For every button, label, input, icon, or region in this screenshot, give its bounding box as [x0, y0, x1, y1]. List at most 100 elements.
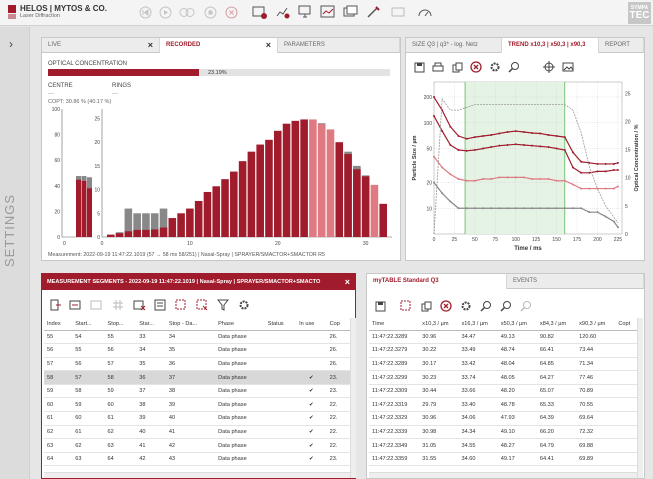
crosshair-icon[interactable]	[542, 60, 556, 74]
report-icon[interactable]	[252, 4, 268, 20]
settings-gear-icon[interactable]	[488, 60, 502, 74]
cancel-icon[interactable]	[223, 4, 239, 20]
table-row[interactable]: 11:47:22.3359 31.55 34.60 49.17 64.41 69.89	[369, 452, 637, 467]
copy-segment-icon[interactable]	[90, 298, 104, 312]
zoom-in-icon[interactable]	[479, 299, 493, 313]
deselect-icon[interactable]	[195, 298, 209, 312]
export-icon[interactable]	[48, 298, 62, 312]
column-header[interactable]: Status	[264, 318, 297, 331]
table-row[interactable]: 11:47:22.3299 30.23 33.74 48.05 64.27 77.46	[369, 370, 637, 385]
table-row[interactable]: 11:47:22.3279 30.22 33.49 48.74 66.41 73.44	[369, 343, 637, 358]
column-header[interactable]: Cop	[326, 318, 350, 331]
column-header[interactable]: x90,3 / µm	[576, 318, 616, 331]
window-icon[interactable]	[390, 4, 406, 20]
table-row[interactable]: 59 58 59 37 38 Data phase ✔ 23.	[44, 384, 350, 399]
delete-segment-icon[interactable]	[132, 298, 146, 312]
column-header[interactable]: x50,3 / µm	[497, 318, 537, 331]
print-icon[interactable]	[431, 60, 445, 74]
table-row[interactable]: 55 54 55 33 34 Data phase 26.	[44, 330, 350, 345]
gallery-icon[interactable]	[343, 4, 359, 20]
tab-mytable[interactable]: myTABLE Standard Q3	[367, 274, 507, 289]
segments-header-row: Index Start... Stop... Star... Stop - Da... P…	[44, 318, 350, 331]
trend-point	[539, 177, 542, 180]
column-header[interactable]: Stop...	[104, 318, 137, 331]
table-row[interactable]: 62 61 62 40 41 Data phase ✔ 22.	[44, 425, 350, 440]
copy-icon[interactable]	[419, 299, 433, 313]
tab-live[interactable]: LIVE ×	[42, 38, 160, 53]
trend-point	[433, 96, 435, 99]
copy-icon[interactable]	[450, 60, 464, 74]
close-icon[interactable]: ×	[147, 40, 153, 50]
play-icon[interactable]	[157, 4, 173, 20]
column-header[interactable]: x16,3 / µm	[458, 318, 498, 331]
clear-icon[interactable]	[439, 299, 453, 313]
table-row[interactable]: 58 57 58 36 37 Data phase ✔ 23.	[44, 370, 350, 385]
trend-point	[457, 135, 460, 138]
table-row[interactable]: 11:47:22.3289 30.96 34.47 49.13 90.82 120.60	[369, 330, 637, 345]
zoom-reset-icon[interactable]	[519, 299, 533, 313]
column-header[interactable]: Phase	[215, 318, 265, 331]
column-header[interactable]: Time	[369, 318, 420, 331]
stop-icon[interactable]	[202, 4, 218, 20]
grid-icon[interactable]	[111, 298, 125, 312]
table-row[interactable]: 11:47:22.3349 31.05 34.55 48.27 64.79 69.88	[369, 438, 637, 453]
list-icon[interactable]	[153, 298, 167, 312]
table-row[interactable]: 61 60 61 39 40 Data phase ✔ 22.	[44, 411, 350, 426]
trend-point	[441, 130, 444, 133]
table-cell: 58	[104, 370, 137, 385]
table-row[interactable]: 64 63 64 42 43 Data phase ✔ 23.	[44, 452, 350, 467]
gear-icon[interactable]	[237, 298, 251, 312]
column-header[interactable]: Index	[44, 318, 73, 331]
mytable-hscroll[interactable]	[369, 472, 637, 478]
column-header[interactable]: Start...	[72, 318, 105, 331]
table-row[interactable]: 11:47:22.3339 30.98 34.34 49.10 66.20 72.32	[369, 425, 637, 440]
close-icon[interactable]: ×	[265, 40, 271, 50]
column-header[interactable]: Stop - Da...	[165, 318, 216, 331]
table-row[interactable]: 57 56 57 35 36 Data phase 26.	[44, 357, 350, 372]
settings-label[interactable]: SETTINGS	[2, 193, 17, 267]
table-row[interactable]: 60 59 60 38 39 Data phase ✔ 22.	[44, 397, 350, 413]
tab-recorded[interactable]: RECORDED ×	[160, 38, 278, 53]
segments-hscroll[interactable]	[44, 472, 350, 478]
data-points-icon[interactable]	[275, 4, 291, 20]
chart-window-icon[interactable]	[320, 4, 336, 20]
gear-icon[interactable]	[459, 299, 473, 313]
table-row[interactable]: 11:47:22.3329 30.96 34.06 47.93 64.39 69.64	[369, 411, 637, 426]
add-segment-icon[interactable]	[69, 298, 83, 312]
segments-vscroll[interactable]	[350, 318, 356, 478]
tab-report[interactable]: REPORT	[599, 38, 644, 53]
table-row[interactable]: 11:47:22.3309 30.44 33.66 48.20 65.07 70.89	[369, 384, 637, 399]
pipette-icon[interactable]	[366, 4, 382, 20]
table-row[interactable]: 11:47:22.3319 29.79 33.40 48.78 65.33 70.55	[369, 397, 637, 413]
tab-parameters[interactable]: PARAMETERS	[278, 38, 400, 53]
column-header[interactable]: Copt	[615, 318, 637, 331]
close-icon[interactable]: ×	[344, 277, 350, 287]
zoom-icon[interactable]	[507, 60, 521, 74]
tab-trend[interactable]: TREND x10,3 | x50,3 | x90,3	[502, 38, 599, 53]
tab-size[interactable]: SIZE Q3 | q3* - log. Netz	[406, 38, 502, 53]
table-cell: ✔	[296, 411, 327, 426]
column-header[interactable]: x84,3 / µm	[536, 318, 577, 331]
table-row[interactable]: 11:47:22.3289 30.17 33.42 48.04 64.85 71.34	[369, 357, 637, 372]
column-header[interactable]: Star...	[136, 318, 166, 331]
select-all-icon[interactable]	[399, 299, 413, 313]
table-row[interactable]: 63 62 63 41 42 Data phase ✔ 22.	[44, 438, 350, 453]
expand-chevron-icon[interactable]: ›	[9, 37, 13, 51]
save-icon[interactable]	[373, 299, 387, 313]
select-range-icon[interactable]	[174, 298, 188, 312]
table-cell: ✔	[296, 425, 327, 440]
prev-icon[interactable]	[137, 4, 153, 20]
column-header[interactable]: In use	[296, 318, 327, 331]
save-icon[interactable]	[412, 60, 426, 74]
monitor-icon[interactable]	[298, 4, 314, 20]
mytable-vscroll[interactable]	[637, 318, 643, 478]
clear-icon[interactable]	[469, 60, 483, 74]
filter-icon[interactable]	[216, 298, 230, 312]
column-header[interactable]: x10,3 / µm	[419, 318, 459, 331]
table-row[interactable]: 56 55 56 34 35 Data phase 26.	[44, 343, 350, 358]
image-icon[interactable]	[561, 60, 575, 74]
zoom-out-icon[interactable]	[499, 299, 513, 313]
gauge-icon[interactable]	[417, 4, 433, 20]
tab-events[interactable]: EVENTS	[507, 274, 644, 289]
loop-icon[interactable]	[179, 4, 195, 20]
